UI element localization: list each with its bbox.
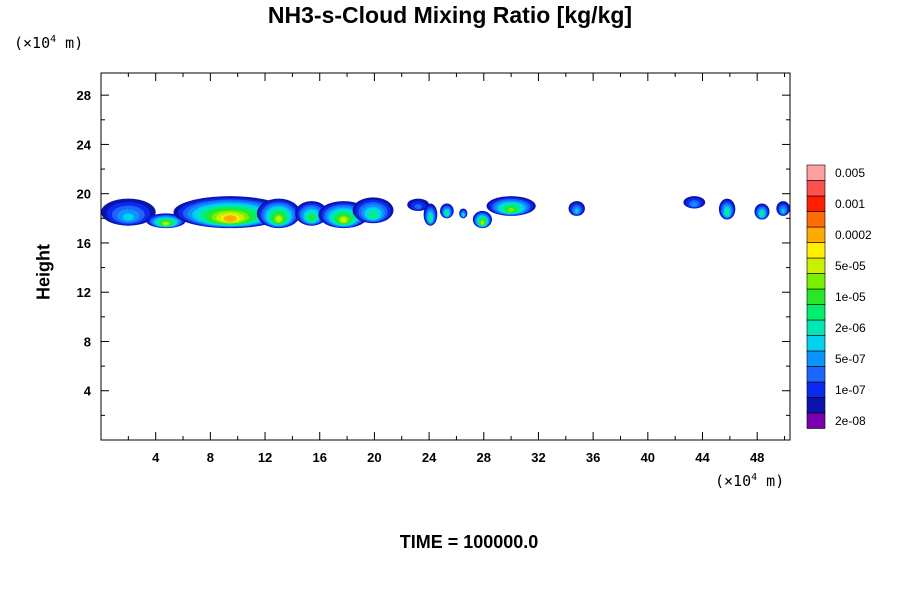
colorbar-swatch-2 xyxy=(806,381,826,398)
cloud-cell-14-level-3 xyxy=(691,202,698,207)
colorbar-swatch-7 xyxy=(806,304,826,321)
cloud-cell-0-level-4 xyxy=(122,213,134,221)
colorbar-swatch-4 xyxy=(806,350,826,367)
colorbar-swatch-8 xyxy=(806,288,826,305)
colorbar-label-10: 5e-05 xyxy=(835,259,866,273)
colorbar-swatch-10 xyxy=(806,257,826,274)
cloud-cell-11-level-9 xyxy=(481,221,484,225)
x-tick-label-32: 32 xyxy=(531,450,545,465)
cloud-cell-12-level-8 xyxy=(508,207,515,212)
colorbar-label-0: 2e-08 xyxy=(835,414,866,428)
colorbar-label-8: 1e-05 xyxy=(835,290,866,304)
colorbar-label-2: 1e-07 xyxy=(835,383,866,397)
colorbar-label-6: 2e-06 xyxy=(835,321,866,335)
colorbar-label-4: 5e-07 xyxy=(835,352,866,366)
y-tick-label-24: 24 xyxy=(77,137,92,152)
cloud-cell-15-level-6 xyxy=(725,210,729,216)
colorbar-swatch-16 xyxy=(806,164,826,181)
colorbar-swatch-9 xyxy=(806,273,826,290)
y-tick-label-16: 16 xyxy=(77,236,91,251)
colorbar-label-14: 0.001 xyxy=(835,197,865,211)
cloud-cell-3-level-9 xyxy=(276,216,282,223)
x-tick-label-28: 28 xyxy=(477,450,491,465)
cloud-cell-16-level-6 xyxy=(760,212,764,217)
cloud-cell-10-level-5 xyxy=(462,214,464,217)
y-tick-label-12: 12 xyxy=(77,285,91,300)
colorbar-swatch-6 xyxy=(806,319,826,336)
colorbar-swatch-3 xyxy=(806,366,826,383)
cloud-cell-9-level-6 xyxy=(445,212,448,216)
y-tick-label-8: 8 xyxy=(84,334,91,349)
colorbar-swatch-13 xyxy=(806,211,826,228)
x-tick-label-4: 4 xyxy=(152,450,160,465)
y-axis-unit: (×104 m) xyxy=(14,34,84,52)
x-tick-label-36: 36 xyxy=(586,450,600,465)
colorbar-swatch-15 xyxy=(806,180,826,197)
x-tick-label-20: 20 xyxy=(367,450,381,465)
y-tick-label-20: 20 xyxy=(77,187,91,202)
x-tick-label-48: 48 xyxy=(750,450,764,465)
y-tick-label-28: 28 xyxy=(77,88,91,103)
cloud-cell-5-level-9 xyxy=(340,217,347,223)
colorbar-label-16: 0.005 xyxy=(835,166,865,180)
colorbar-swatch-12 xyxy=(806,226,826,243)
x-tick-label-8: 8 xyxy=(207,450,214,465)
x-axis-unit: (×104 m) xyxy=(715,472,785,490)
x-tick-label-24: 24 xyxy=(422,450,437,465)
x-tick-label-44: 44 xyxy=(695,450,710,465)
cloud-cell-7-level-2 xyxy=(414,204,422,210)
cloud-cell-1-level-9 xyxy=(163,222,169,226)
colorbar-swatch-14 xyxy=(806,195,826,212)
cloud-cell-2-level-11 xyxy=(223,215,237,222)
colorbar-swatch-0 xyxy=(806,412,826,429)
chart-title: NH3-s-Cloud Mixing Ratio [kg/kg] xyxy=(267,2,633,28)
colorbar-swatch-11 xyxy=(806,242,826,259)
cloud-cell-13-level-4 xyxy=(575,209,579,214)
plot-frame xyxy=(100,72,791,441)
time-label: TIME = 100000.0 xyxy=(399,532,539,552)
plot-area xyxy=(101,73,790,440)
x-tick-label-12: 12 xyxy=(258,450,272,465)
cloud-cell-4-level-7 xyxy=(309,215,314,221)
colorbar-swatch-5 xyxy=(806,335,826,352)
colorbar-label-12: 0.0002 xyxy=(835,228,872,242)
y-tick-label-4: 4 xyxy=(84,384,92,399)
cloud-cell-6-level-6 xyxy=(370,212,376,219)
x-tick-label-40: 40 xyxy=(641,450,655,465)
x-tick-label-16: 16 xyxy=(312,450,326,465)
cloud-cell-8-level-6 xyxy=(429,216,432,222)
cloud-cell-17-level-4 xyxy=(781,209,785,214)
colorbar-swatch-1 xyxy=(806,397,826,414)
